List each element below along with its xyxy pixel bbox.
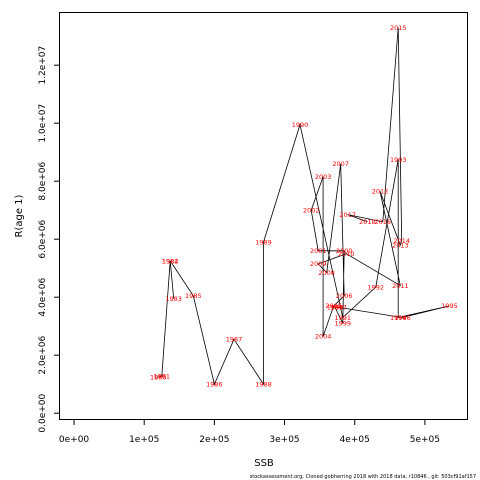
- sr-path: [158, 27, 450, 386]
- y-axis-title: R(age 1): [14, 194, 25, 237]
- year-label-1994: 1994: [390, 314, 407, 322]
- axes: 0e+00 1e+05 2e+05 3e+05 4e+05 5e+05 0.0e+00 2.0…: [38, 46, 440, 445]
- y-tick-label-4: 8.0e+06: [38, 162, 48, 201]
- year-label-1984: 1984: [162, 257, 179, 265]
- series-line: [158, 27, 450, 386]
- year-label-1996: 1996: [394, 314, 411, 322]
- year-label-2008: 2008: [318, 269, 335, 277]
- year-label-2016: 2016: [375, 218, 392, 226]
- year-label-2018: 2018: [359, 218, 376, 226]
- year-label-1987: 1987: [226, 336, 243, 344]
- year-label-2013: 2013: [392, 241, 409, 249]
- year-label-2012: 2012: [372, 188, 389, 196]
- year-label-2007: 2007: [332, 160, 349, 168]
- year-label-1991: 1991: [335, 314, 352, 322]
- year-label-1988: 1988: [255, 381, 272, 389]
- x-tick-label-4: 4e+05: [340, 435, 370, 445]
- year-label-1985: 1985: [185, 292, 202, 300]
- year-label-2006: 2006: [336, 292, 353, 300]
- x-tick-label-2: 2e+05: [199, 435, 229, 445]
- year-label-2002: 2002: [303, 207, 320, 215]
- year-label-2004: 2004: [315, 333, 332, 341]
- year-label-1993: 1993: [390, 156, 407, 164]
- year-label-2010: 2010: [338, 250, 355, 258]
- year-label-1986: 1986: [206, 381, 223, 389]
- year-label-2015: 2015: [390, 24, 407, 32]
- year-label-2005: 2005: [325, 302, 342, 310]
- year-label-1990: 1990: [292, 121, 309, 129]
- year-label-1980: 1980: [150, 373, 167, 381]
- year-label-1983: 1983: [165, 295, 182, 303]
- y-tick-label-6: 1.2e+07: [38, 46, 48, 85]
- year-label-2003: 2003: [315, 173, 332, 181]
- y-tick-label-2: 4.0e+06: [38, 278, 48, 317]
- year-label-1989: 1989: [255, 238, 272, 246]
- y-tick-label-0: 0.0e+00: [38, 394, 48, 433]
- year-label-2014: 2014: [393, 237, 410, 245]
- year-label-1981: 1981: [153, 373, 170, 381]
- x-tick-label-3: 3e+05: [269, 435, 299, 445]
- footer-text: stockassessment.org, Cloned gobherring 2…: [250, 474, 476, 480]
- year-label-1992: 1992: [368, 283, 385, 291]
- year-label-1982: 1982: [162, 257, 179, 265]
- year-label-1998: 1998: [327, 304, 344, 312]
- x-tick-label-0: 0e+00: [59, 435, 90, 445]
- year-label-1999: 1999: [335, 320, 352, 328]
- x-tick-label-5: 5e+05: [410, 435, 440, 445]
- year-label-1997: 1997: [330, 304, 347, 312]
- y-tick-label-3: 6.0e+06: [38, 220, 48, 259]
- x-axis-title: SSB: [254, 458, 274, 469]
- year-label-2009: 2009: [310, 260, 327, 268]
- y-tick-label-1: 2.0e+06: [38, 336, 48, 375]
- year-label-2017: 2017: [339, 211, 356, 219]
- year-label-2000: 2000: [336, 247, 353, 255]
- year-label-2011: 2011: [392, 282, 409, 290]
- y-tick-label-5: 1.0e+07: [38, 104, 48, 143]
- x-tick-label-1: 1e+05: [129, 435, 159, 445]
- plot-frame: [59, 12, 468, 420]
- year-label-2001: 2001: [310, 247, 327, 255]
- year-label-1995: 1995: [441, 302, 458, 310]
